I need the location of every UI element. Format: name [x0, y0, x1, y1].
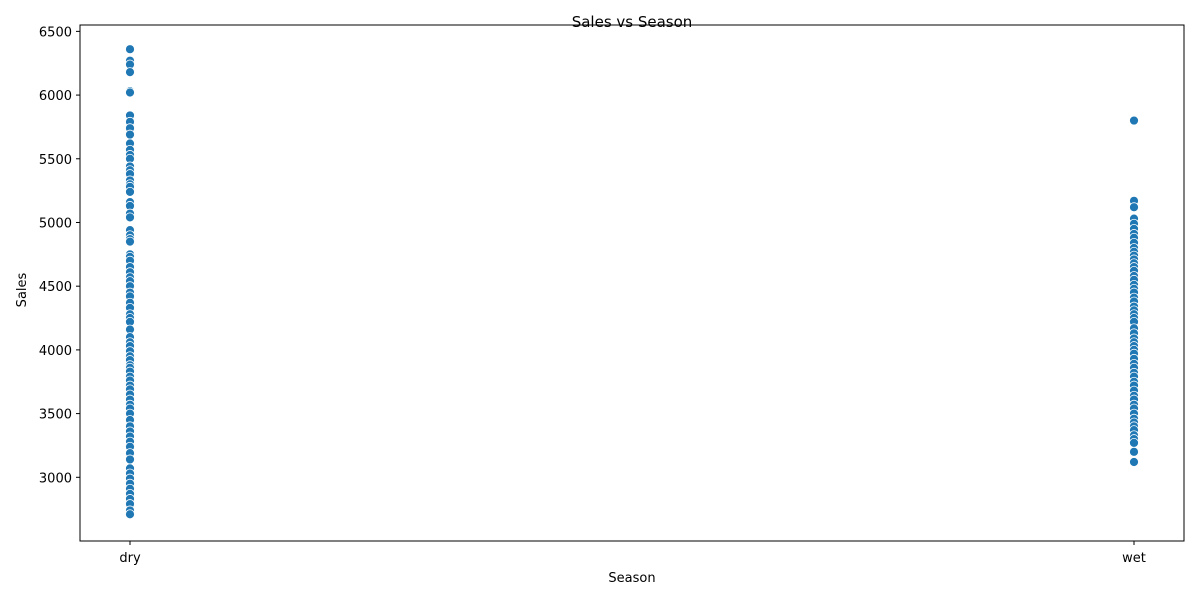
data-point — [1129, 115, 1139, 126]
chart-title: Sales vs Season — [572, 13, 693, 31]
data-points — [125, 44, 1139, 520]
data-point — [125, 509, 135, 520]
x-tick-label: wet — [1122, 551, 1146, 566]
data-point — [125, 67, 135, 78]
data-point — [1129, 437, 1139, 448]
y-tick-label: 5500 — [39, 153, 72, 168]
plot-frame — [79, 24, 1185, 542]
data-point — [125, 87, 135, 98]
x-axis-label: Season — [608, 571, 655, 586]
y-tick-label: 4500 — [39, 280, 72, 295]
y-tick-label: 5000 — [39, 216, 72, 231]
data-point — [1129, 457, 1139, 467]
y-tick-label: 4000 — [39, 344, 72, 359]
y-tick-label: 3500 — [39, 408, 72, 423]
y-tick-label: 3000 — [39, 471, 72, 486]
data-point — [125, 236, 135, 247]
data-point — [1129, 202, 1139, 213]
y-tick-label: 6000 — [39, 89, 72, 104]
x-tick-label: dry — [119, 551, 141, 566]
y-axis: 3000 3500 4000 4500 5000 5500 6000 6500 — [39, 25, 80, 486]
data-point — [1129, 446, 1139, 457]
data-point — [125, 129, 135, 140]
data-point — [125, 454, 135, 465]
y-axis-label: Sales — [15, 272, 30, 307]
data-point — [125, 212, 135, 223]
data-point — [125, 187, 135, 197]
x-axis: dry wet — [119, 541, 1146, 566]
data-point — [125, 44, 135, 55]
y-tick-label: 6500 — [39, 25, 72, 40]
